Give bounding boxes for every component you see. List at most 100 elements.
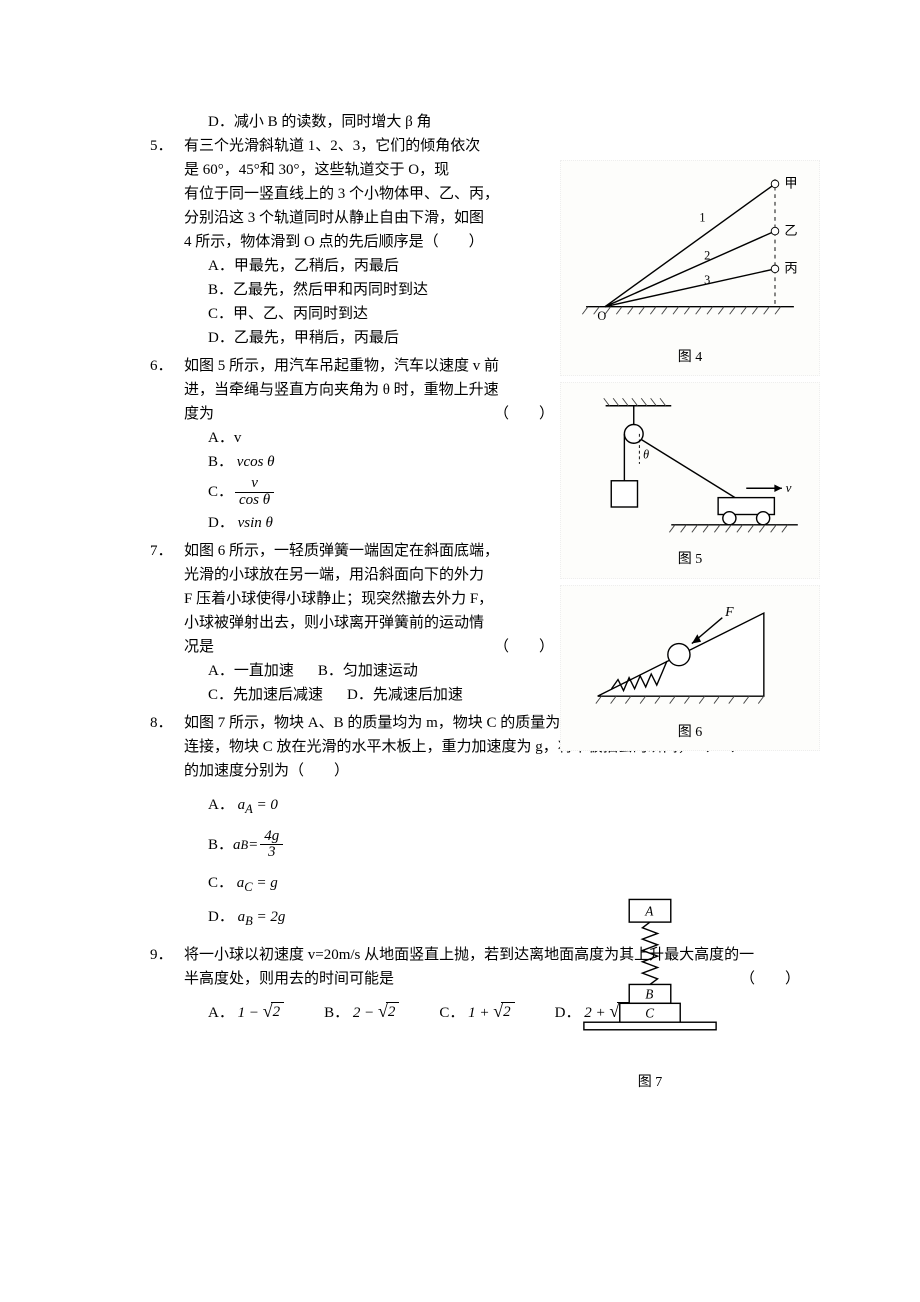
q9-optA-prefix: A． [208, 1005, 234, 1021]
q8-optB-num: 4g [260, 829, 283, 846]
q5-option-d: D．乙最先，甲稍后，丙最后 [208, 326, 544, 350]
q9-line-2: 半高度处，则用去的时间可能是 [184, 967, 394, 991]
fig4-label-2: 2 [704, 248, 710, 262]
fig5-label-v: v [786, 480, 792, 495]
q7-line-3: F 压着小球使得小球静止；现突然撤去外力 F， [184, 587, 554, 611]
q9-number: 9． [150, 943, 184, 967]
q9-optA-r: 2 [271, 1002, 285, 1021]
fig5-label-theta: θ [643, 448, 649, 462]
figure-4-svg: O 甲 乙 丙 1 2 3 [570, 165, 810, 335]
q8-optC-prefix: C． [208, 875, 233, 891]
figure-4-caption: 图 4 [565, 347, 815, 369]
q8-line-3: 的加速度分别为（ ） [184, 759, 800, 783]
q6-line-2: 进，当牵绳与竖直方向夹角为 θ 时，重物上升速 [184, 378, 554, 402]
figure-7-caption: 图 7 [560, 1072, 740, 1094]
q9-option-b: B． 2 − √2 [324, 1001, 399, 1025]
q5-option-c: C．甲、乙、丙同时到达 [208, 302, 544, 326]
fig4-label-yi: 乙 [784, 223, 797, 238]
q5-line-3: 有位于同一竖直线上的 3 个小物体甲、乙、丙， [184, 182, 544, 206]
q8-number: 8． [150, 711, 184, 735]
fig7-label-a: A [644, 904, 654, 919]
q8-optB-den: 3 [260, 845, 283, 861]
q6-option-c-prefix: C． [208, 480, 233, 504]
figure-4: O 甲 乙 丙 1 2 3 图 4 [560, 160, 820, 376]
q7-option-c: C．先加速后减速 [208, 683, 323, 707]
q8-optA-sub: A [245, 802, 253, 816]
q9-optC-r: 2 [501, 1002, 515, 1021]
q6-option-d: D． vsin θ [208, 511, 554, 535]
fig4-label-1: 1 [699, 211, 705, 225]
q8-optD-eq: = 2g [253, 909, 286, 925]
q5-number: 5． [150, 134, 184, 158]
q5-line-2: 是 60°，45°和 30°，这些轨道交于 O，现 [184, 158, 544, 182]
q6-option-c-den: cos θ [235, 493, 274, 509]
q8-optA-prefix: A． [208, 797, 234, 813]
fig7-label-b: B [645, 987, 653, 1002]
figure-6-caption: 图 6 [565, 722, 815, 744]
q8-optD-var: a [238, 909, 246, 925]
q8-optA-var: a [238, 797, 246, 813]
q6-paren: （ ） [494, 402, 554, 426]
figure-7: A B C 图 7 [560, 890, 740, 1094]
q6-number: 6． [150, 354, 184, 378]
q5-line-1: 有三个光滑斜轨道 1、2、3，它们的倾角依次 [184, 134, 544, 158]
q9-optB-r: 2 [386, 1002, 400, 1021]
q6-option-a: A．v [208, 426, 554, 450]
q9-optA-l: 1 − [238, 1005, 263, 1021]
fig4-label-jia: 甲 [784, 176, 797, 191]
q6-option-b: B． vcos θ [208, 450, 554, 474]
q9-optB-l: 2 − [353, 1005, 378, 1021]
q7-paren: （ ） [494, 635, 554, 659]
q6-option-c: C． v cos θ [208, 474, 554, 511]
q8-optB-prefix: B． [208, 833, 233, 857]
q8-optC-sub: C [244, 880, 252, 894]
q9-optB-prefix: B． [324, 1005, 349, 1021]
q7-option-a: A．一直加速 [208, 659, 294, 683]
figure-5: θ v 图 5 [560, 382, 820, 578]
q7-number: 7． [150, 539, 184, 563]
q7-line-5: 况是 [184, 635, 214, 659]
q4-option-d: D．减小 B 的读数，同时增大 β 角 [208, 110, 800, 134]
q8-option-b: B． aB = 4g 3 [208, 827, 508, 864]
q5-line-4: 分别沿这 3 个轨道同时从静止自由下滑，如图 [184, 206, 544, 230]
fig4-label-bing: 丙 [784, 261, 797, 276]
q9-paren: （ ） [740, 967, 800, 991]
q6-line-1: 如图 5 所示，用汽车吊起重物，汽车以速度 v 前 [184, 354, 554, 378]
q7-option-d: D．先减速后加速 [347, 683, 463, 707]
q9-option-c: C． 1 + √2 [439, 1001, 514, 1025]
q7-line-2: 光滑的小球放在另一端，用沿斜面向下的外力 [184, 563, 554, 587]
q7-line-1: 如图 6 所示，一轻质弹簧一端固定在斜面底端， [184, 539, 554, 563]
q8-optB-eq: = [248, 833, 258, 857]
fig6-label-f: F [724, 604, 734, 619]
q5-option-a: A．甲最先，乙稍后，丙最后 [208, 254, 544, 278]
figure-5-svg: θ v [570, 387, 810, 537]
q9-optC-prefix: C． [439, 1005, 464, 1021]
q6-option-c-num: v [235, 476, 274, 493]
figure-7-svg: A B C [570, 890, 730, 1060]
q9-optC-l: 1 + [468, 1005, 493, 1021]
q7-option-b: B．匀加速运动 [318, 659, 418, 683]
q6-option-b-right: cos θ [243, 454, 274, 470]
q5-line-5: 4 所示，物体滑到 O 点的先后顺序是（ ） [184, 230, 544, 254]
q8-option-c: C． aC = g [208, 871, 508, 897]
q6-option-b-prefix: B． [208, 454, 233, 470]
fig4-label-3: 3 [704, 273, 710, 287]
q8-optB-var: a [233, 833, 241, 857]
q9-option-a: A． 1 − √2 [208, 1001, 284, 1025]
figure-column: O 甲 乙 丙 1 2 3 图 4 [560, 160, 820, 757]
figure-5-caption: 图 5 [565, 549, 815, 571]
q5-option-b: B．乙最先，然后甲和丙同时到达 [208, 278, 544, 302]
figure-6: F 图 6 [560, 585, 820, 751]
q8-optA-eq: = 0 [253, 797, 278, 813]
q8-optD-sub: B [245, 914, 253, 928]
fig7-label-c: C [645, 1006, 654, 1021]
q7-line-4: 小球被弹射出去，则小球离开弹簧前的运动情 [184, 611, 554, 635]
fig4-label-o: O [597, 309, 606, 323]
q8-option-d: D． aB = 2g [208, 905, 508, 931]
figure-6-svg: F [570, 590, 810, 710]
q8-optB-sub: B [241, 835, 249, 855]
q8-optD-prefix: D． [208, 909, 234, 925]
q8-optC-eq: = g [253, 875, 278, 891]
page: O 甲 乙 丙 1 2 3 图 4 [0, 0, 920, 1302]
q6-option-d-prefix: D． [208, 515, 234, 531]
